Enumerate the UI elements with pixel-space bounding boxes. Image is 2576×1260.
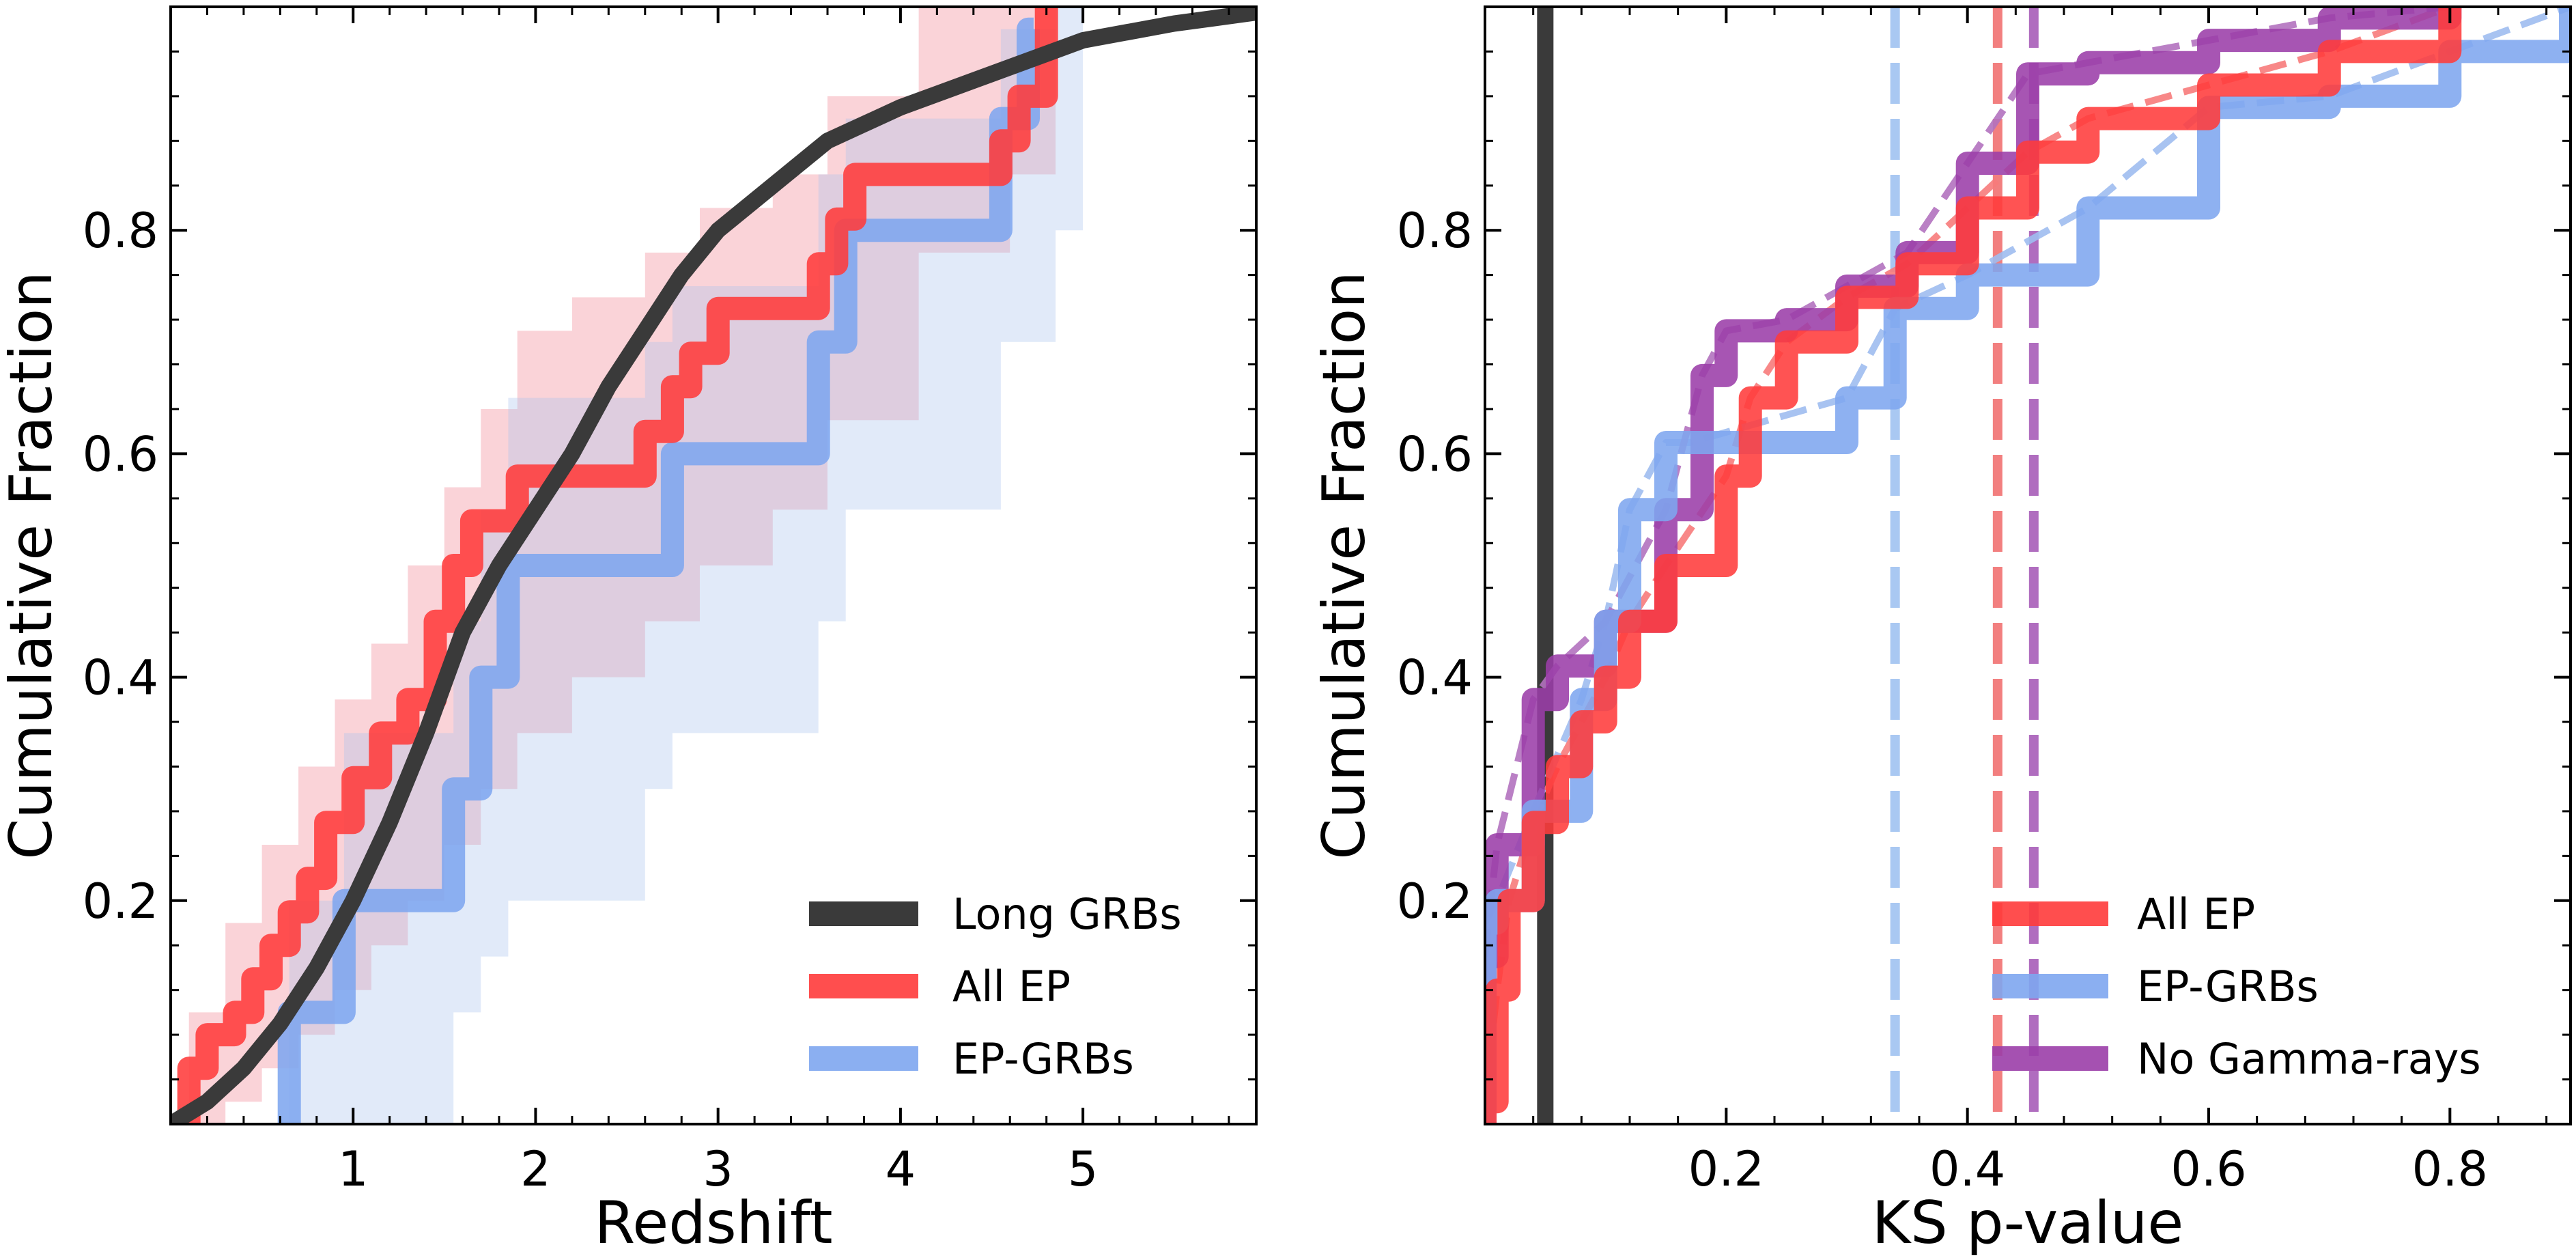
y-tick-label: 0.8 [83, 203, 158, 259]
x-tick-label: 0.2 [1688, 1141, 1764, 1197]
legend-label-1: All EP [952, 962, 1071, 1011]
series-line-1 [177, 7, 1058, 1124]
x-tick-label: 0.6 [2170, 1141, 2246, 1197]
y-axis-label: Cumulative Fraction [1310, 271, 1378, 859]
x-axis-label: Redshift [594, 1189, 832, 1257]
y-tick-label: 0.4 [83, 650, 158, 706]
x-tick-label: 0.4 [1929, 1141, 2005, 1197]
legend-label-0: Long GRBs [952, 889, 1182, 939]
redshift-panel: 1 2 3 4 5 0.2 0.4 0.6 0.8 Redshift Cumulative Frac… [0, 5, 1258, 1257]
fit-curve-2 [1485, 7, 2450, 957]
y-tick-label: 0.8 [1397, 203, 1473, 259]
x-tick-label: 2 [520, 1141, 551, 1197]
x-tick-label: 4 [886, 1141, 916, 1197]
band-2 [289, 7, 1084, 1124]
y-tick-label: 0.2 [83, 873, 158, 929]
y-axis-label: Cumulative Fraction [0, 271, 66, 859]
plot-area [1485, 7, 2571, 1124]
x-axis-label: KS p-value [1872, 1189, 2184, 1257]
legend-label-2: EP-GRBs [952, 1034, 1134, 1084]
axes-frame [169, 5, 1258, 1125]
y-tick-label: 0.6 [1397, 426, 1473, 482]
x-tick-label: 3 [703, 1141, 733, 1197]
y-tick-label: 0.6 [83, 426, 158, 482]
series-line-0 [1485, 7, 2462, 1124]
x-tick-label: 0.8 [2412, 1141, 2488, 1197]
series-line-0 [171, 7, 1256, 1124]
legend-label-0: All EP [2137, 889, 2255, 939]
legend: All EP EP-GRBs No Gamma-rays [1992, 889, 2481, 1084]
y-tick-label: 0.2 [1397, 873, 1473, 929]
ks-pvalue-panel: 0.2 0.4 0.6 0.8 0.2 0.4 0.6 0.8 KS p-value Cumula… [1310, 5, 2572, 1257]
legend: Long GRBs All EP EP-GRBs [809, 889, 1182, 1084]
series-line-2 [1485, 7, 2462, 1124]
legend-label-2: No Gamma-rays [2137, 1034, 2481, 1084]
axes-frame [1484, 5, 2572, 1125]
y-tick-label: 0.4 [1397, 650, 1473, 706]
x-tick-label: 1 [338, 1141, 369, 1197]
plot-area [171, 7, 1256, 1124]
x-tick-label: 5 [1068, 1141, 1099, 1197]
legend-label-1: EP-GRBs [2137, 962, 2319, 1011]
